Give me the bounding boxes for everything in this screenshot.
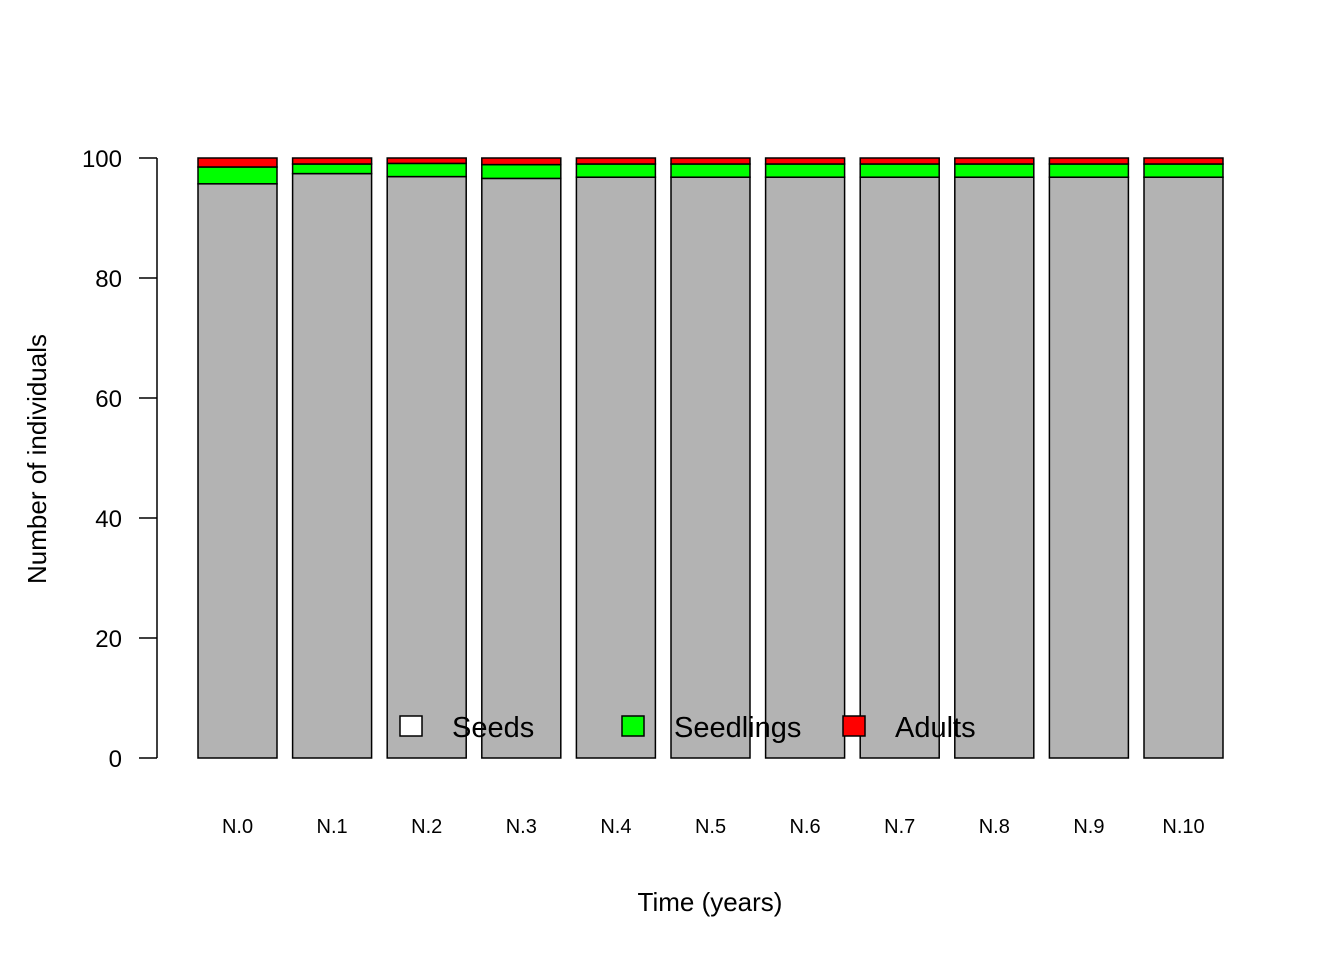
bar-adults-1: [291, 157, 373, 165]
bar-adults-9: [1048, 157, 1130, 165]
bar-seedlings-5: [670, 163, 751, 178]
x-tick-label: N.5: [695, 816, 726, 838]
x-tick-label: N.1: [317, 816, 348, 838]
y-tick-label: 40: [95, 506, 122, 533]
bar-adults-6: [764, 157, 846, 165]
bar-seedlings-1: [291, 163, 373, 175]
x-tick-label: N.10: [1162, 816, 1204, 838]
y-tick-label: 20: [95, 626, 122, 653]
bar-seeds-7: [859, 176, 940, 759]
legend-label-seedlings: Seedlings: [674, 712, 801, 744]
bar-seedlings-9: [1048, 163, 1130, 178]
bar-seeds-1: [291, 172, 373, 759]
bar-seeds-3: [481, 177, 562, 759]
bars-group: [197, 157, 1224, 759]
bar-seedlings-6: [764, 163, 846, 178]
x-axis-labels: N.0 N.1 N.2 N.3 N.4 N.5 N.6 N.7 N.8 N.9 N.10: [222, 816, 1205, 838]
legend-swatch-seedlings: [621, 715, 645, 737]
bar-seeds-8: [954, 176, 1035, 759]
bar-seedlings-2: [386, 162, 467, 178]
x-tick-label: N.3: [506, 816, 537, 838]
bar-seeds-9: [1048, 176, 1130, 759]
bar-adults-8: [954, 157, 1035, 165]
bar-adults-2: [386, 157, 467, 165]
legend-label-seeds: Seeds: [452, 712, 534, 744]
bar-adults-7: [859, 157, 940, 165]
x-tick-label: N.8: [979, 816, 1010, 838]
bar-seedlings-3: [481, 163, 562, 180]
x-tick-label: N.2: [411, 816, 442, 838]
bar-seedlings-0: [197, 166, 278, 185]
legend-swatch-seeds: [399, 715, 423, 737]
bar-seedlings-4: [575, 163, 657, 178]
x-tick-label: N.7: [884, 816, 915, 838]
bar-adults-3: [481, 157, 562, 166]
x-tick-label: N.6: [790, 816, 821, 838]
legend: Seeds Seedlings Adults: [399, 712, 976, 744]
y-tick-label: 100: [82, 146, 122, 173]
bar-seeds-5: [670, 176, 751, 759]
bar-adults-0: [197, 157, 278, 168]
bar-seedlings-7: [859, 163, 940, 178]
x-tick-label: N.4: [600, 816, 631, 838]
bar-adults-10: [1143, 157, 1224, 165]
bar-adults-4: [575, 157, 657, 165]
legend-label-adults: Adults: [895, 712, 976, 744]
bar-seeds-6: [764, 176, 846, 759]
y-tick-label: 80: [95, 266, 122, 293]
bar-seedlings-10: [1143, 163, 1224, 178]
y-axis-title: Number of individuals: [22, 334, 52, 584]
bar-adults-5: [670, 157, 751, 165]
y-tick-label: 0: [109, 746, 122, 773]
x-tick-label: N.9: [1073, 816, 1104, 838]
bar-seeds-2: [386, 175, 467, 759]
x-axis-title: Time (years): [638, 887, 783, 917]
bar-seeds-0: [197, 183, 278, 759]
bar-seedlings-8: [954, 163, 1035, 178]
y-tick-label: 60: [95, 386, 122, 413]
legend-swatch-adults: [842, 715, 866, 737]
y-axis: 0 20 40 60 80 100: [82, 146, 158, 773]
bar-seeds-10: [1143, 176, 1224, 759]
bar-seeds-4: [575, 176, 657, 759]
x-tick-label: N.0: [222, 816, 253, 838]
